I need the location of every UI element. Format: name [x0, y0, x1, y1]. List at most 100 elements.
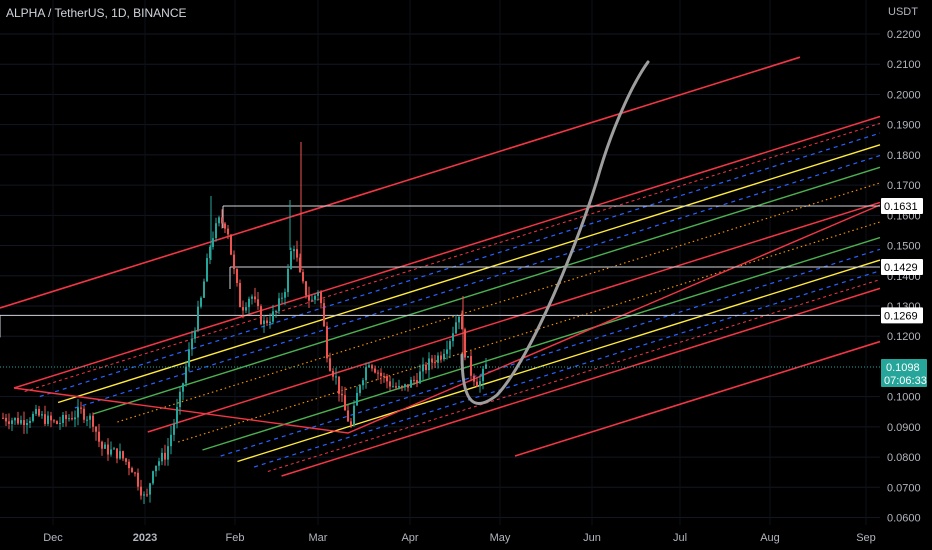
candle-body [218, 217, 220, 224]
candle-body [368, 365, 370, 368]
candle-body [128, 461, 130, 469]
candle-body [233, 254, 235, 270]
candle-body [200, 297, 202, 307]
candle-body [23, 420, 25, 426]
candle-body [257, 299, 259, 307]
candle-body [386, 376, 388, 382]
candle-body [335, 376, 337, 378]
price-tick: 0.1900 [887, 120, 921, 132]
candle-body [410, 379, 412, 388]
candle-body [95, 426, 97, 432]
candle-body [419, 371, 421, 384]
candle-body [263, 320, 265, 325]
candle-body [89, 415, 91, 420]
candle-body [374, 368, 376, 373]
pitchfork-line [39, 132, 881, 398]
candle-body [365, 367, 367, 381]
pitchfork-line [24, 122, 881, 392]
current-price-tag [881, 359, 927, 388]
candle-body [197, 306, 199, 331]
price-tick: 0.0900 [887, 422, 921, 434]
candle-body [107, 444, 109, 455]
candle-body [230, 234, 232, 255]
candle-body [266, 320, 268, 324]
candle-body [77, 407, 79, 418]
candle-body [275, 310, 277, 312]
candle-body [479, 381, 481, 387]
candle-body [473, 375, 475, 382]
price-tick: 0.0800 [887, 452, 921, 464]
candle-body [92, 415, 94, 427]
candle-body [71, 418, 73, 420]
price-tick: 0.1800 [887, 150, 921, 162]
candle-body [395, 386, 397, 388]
time-tick: Mar [309, 532, 328, 544]
time-tick: Aug [760, 532, 780, 544]
pitchfork-line [177, 221, 881, 443]
candle-body [56, 421, 58, 424]
pitchfork-line [281, 287, 881, 477]
candle-body [113, 448, 115, 450]
candle-body [272, 311, 274, 322]
candle-body [461, 316, 463, 330]
candle-body [206, 258, 208, 282]
candle-body [434, 362, 436, 364]
candle-body [179, 391, 181, 408]
candle-body [422, 364, 424, 372]
candle-body [227, 228, 229, 235]
candle-body [344, 395, 346, 411]
candle-body [131, 468, 133, 473]
candle-body [323, 303, 325, 327]
upper-dash-1 [13, 116, 881, 389]
countdown-label: 07:06:33 [884, 375, 927, 387]
candle-body [332, 370, 334, 377]
candle-body [149, 483, 151, 495]
candle-body [437, 355, 439, 363]
time-axis: Dec 2023 Feb Mar Apr May Jun Jul Aug Sep [43, 532, 876, 544]
price-tick: 0.1500 [887, 241, 921, 253]
projection-curve [460, 60, 650, 405]
candle-body [239, 283, 241, 308]
pitchfork-line [74, 154, 881, 409]
candle-body [41, 414, 43, 416]
candle-body [35, 408, 37, 414]
outer-lower-channel [514, 340, 881, 457]
candle-body [173, 423, 175, 435]
candle-body [347, 410, 349, 422]
candle-body [287, 268, 289, 293]
candle-body [452, 333, 454, 342]
candle-body [5, 417, 7, 422]
pitchfork-line [237, 259, 881, 463]
price-tick: 0.2000 [887, 89, 921, 101]
candle-body [305, 281, 307, 296]
price-tick: 0.0700 [887, 482, 921, 494]
candle-body [341, 393, 343, 396]
candle-body [86, 419, 88, 421]
candle-body [338, 376, 340, 394]
time-tick: Jul [673, 532, 687, 544]
candle-body [398, 386, 400, 388]
candle-body [404, 384, 406, 388]
candle-body [74, 417, 76, 420]
pitchfork-line [202, 236, 881, 451]
candle-body [254, 296, 256, 300]
time-tick: Feb [226, 532, 245, 544]
pitchfork-line [267, 279, 881, 472]
candle-body [476, 381, 478, 387]
currency-label: USDT [888, 6, 918, 18]
candle-body [203, 281, 205, 298]
time-tick: May [490, 532, 511, 544]
candle-body [29, 420, 31, 423]
candle-body [191, 338, 193, 350]
candle-body [392, 386, 394, 388]
pitchfork-line [92, 166, 881, 415]
candle-body [47, 415, 49, 424]
candle-body [359, 385, 361, 393]
candle-body [284, 292, 286, 298]
candle-body [110, 449, 112, 455]
candle-body [161, 452, 163, 462]
candle-body [353, 405, 355, 426]
candle-body [122, 451, 124, 459]
